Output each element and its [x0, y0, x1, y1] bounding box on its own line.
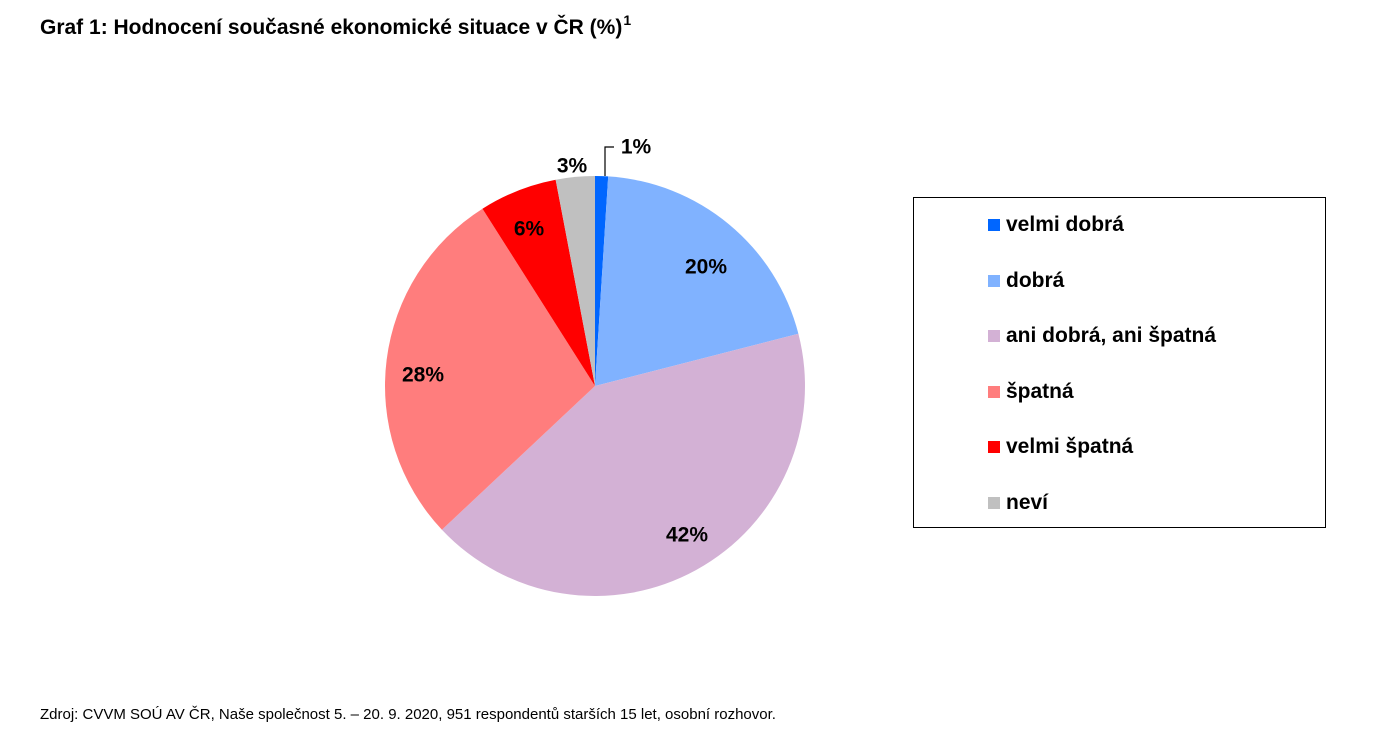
chart-title: Graf 1: Hodnocení současné ekonomické si… [40, 12, 631, 40]
legend-item-ani-dobra-ani-spatna: ani dobrá, ani špatná [988, 324, 1216, 348]
legend-swatch [988, 219, 1000, 231]
pie-slice-dobra [595, 176, 799, 386]
data-label-nevi: 3% [557, 155, 588, 178]
legend-item-nevi: neví [988, 491, 1048, 515]
legend-item-velmi-spatna: velmi špatná [988, 435, 1133, 459]
pie-slice-velmi-dobra [595, 175, 609, 386]
legend-label: ani dobrá, ani špatná [1006, 324, 1217, 347]
legend-label: velmi špatná [1006, 435, 1134, 458]
pie-slice-spatna [385, 208, 595, 530]
legend-item-dobra: dobrá [988, 269, 1064, 293]
legend-label: dobrá [1006, 268, 1065, 292]
data-label-ani-dobra-ani-spatna: 42% [666, 524, 708, 547]
legend-label: neví [1006, 490, 1049, 514]
title-footnote-marker: 1 [623, 12, 632, 28]
source-note: Zdroj: CVVM SOÚ AV ČR, Naše společnost 5… [40, 706, 776, 723]
legend-swatch [988, 441, 1000, 453]
pie-slice-nevi [555, 176, 595, 386]
legend-item-velmi-dobra: velmi dobrá [988, 213, 1124, 237]
legend-swatch [988, 274, 1000, 287]
chart-title-text: Graf 1: Hodnocení současné ekonomické si… [40, 16, 623, 39]
pie-slice-ani-dobra-ani-spatna [441, 333, 805, 596]
pie-slices [385, 175, 805, 596]
data-label-spatna: 28% [402, 364, 444, 387]
data-label-velmi-spatna: 6% [514, 218, 545, 241]
legend-swatch [988, 385, 1000, 398]
legend-swatch [988, 496, 1000, 509]
legend-item-spatna: špatná [988, 380, 1074, 404]
data-label-dobra: 20% [685, 256, 727, 279]
leader-line-velmi-dobra [604, 146, 614, 176]
legend-label: velmi dobrá [1006, 213, 1124, 236]
legend-swatch [988, 330, 1000, 342]
data-label-velmi-dobra: 1% [621, 136, 652, 159]
pie-data-labels: 1% 20% 42% 28% 6% 3% [402, 136, 727, 547]
pie-slice-velmi-spatna [482, 179, 595, 386]
chart-legend: velmi dobrá dobrá ani dobrá, ani špatná špa… [913, 197, 1326, 528]
legend-label: špatná [1006, 379, 1074, 403]
